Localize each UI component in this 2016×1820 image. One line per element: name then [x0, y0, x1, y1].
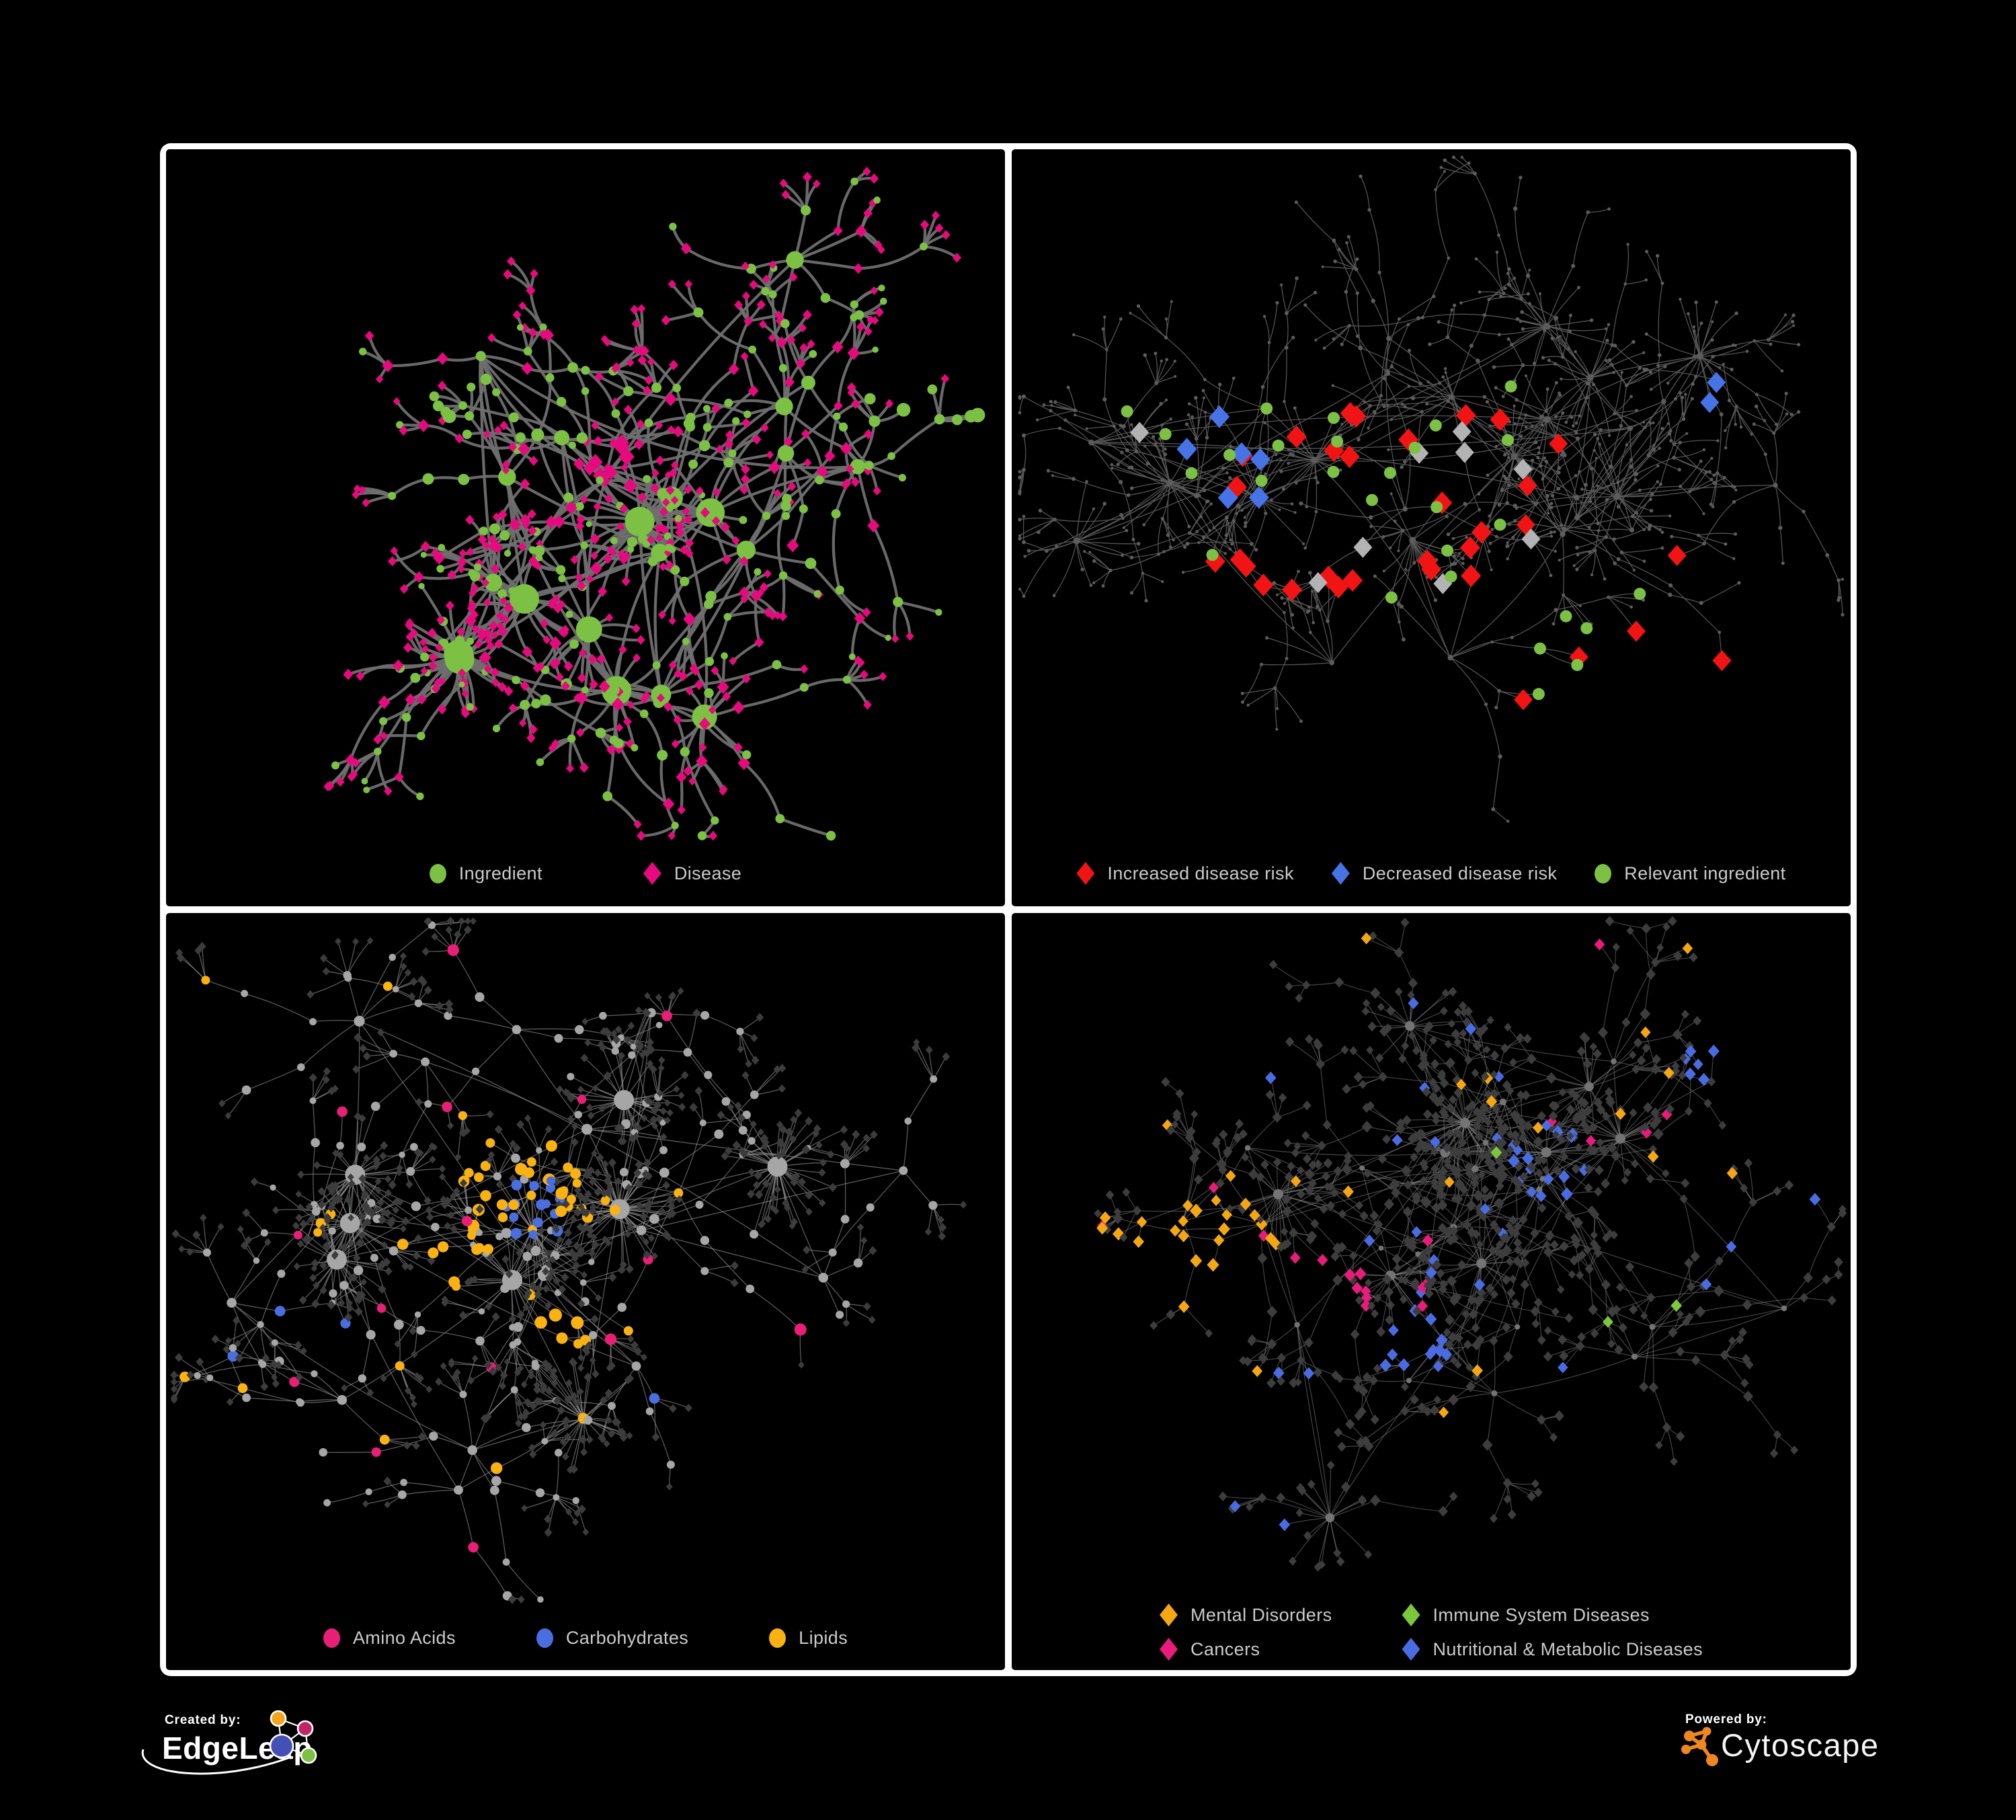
legend-label-increased-risk: Increased disease risk: [1107, 863, 1294, 883]
edgeleap-logo: Created by: EdgeLeap: [141, 1710, 317, 1775]
increased-risk-node-icon: [1076, 862, 1095, 885]
legend-item-decreased-risk: Decreased disease risk: [1331, 862, 1558, 885]
legend-label-lipids: Lipids: [799, 1628, 848, 1648]
panel-macronutrients: Amino Acids Carbohydrates Lipids: [166, 913, 1005, 1670]
legend-macronutrients: Amino Acids Carbohydrates Lipids: [166, 1628, 1005, 1649]
cytoscape-glyph-node: [1706, 1754, 1718, 1766]
cytoscape-glyph-node: [1684, 1731, 1695, 1741]
legend-label-mental-disorders: Mental Disorders: [1191, 1604, 1332, 1625]
legend-disease-classes: Mental Disorders Immune System Diseases …: [1012, 1604, 1851, 1661]
cytoscape-glyph-node: [1681, 1745, 1691, 1754]
network-graph-macronutrients: [170, 916, 967, 1604]
legend-label-nutritional-metabolic: Nutritional & Metabolic Diseases: [1433, 1638, 1703, 1659]
network-graph-ingredient-disease: [323, 167, 985, 841]
decreased-risk-node-icon: [1331, 862, 1350, 885]
mental-disorders-node-icon: [1160, 1604, 1178, 1626]
edgeleap-glyph-edges: [277, 1717, 310, 1757]
ingredient-node-icon: [429, 863, 446, 883]
edgeleap-node-magenta: [296, 1720, 314, 1737]
network-graph-disease-risk: [1018, 155, 1845, 823]
legend-item-carbohydrates: Carbohydrates: [536, 1628, 688, 1649]
panel-ingredient-disease: Ingredient Disease: [166, 149, 1005, 906]
legend-item-ingredient: Ingredient: [429, 863, 542, 884]
edgeleap-node-orange: [270, 1710, 287, 1727]
cytoscape-glyph-edges: [1685, 1729, 1714, 1762]
panel-grid: Ingredient Disease Increased disease ris…: [160, 143, 1857, 1676]
network-graph-disease-classes: [1094, 916, 1847, 1572]
cytoscape-logo: Powered by: Cytoscape: [1681, 1712, 1880, 1766]
created-by-label: Created by:: [165, 1713, 241, 1727]
nutritional-metabolic-node-icon: [1402, 1638, 1420, 1661]
edgeleap-swoosh: [141, 1749, 290, 1775]
edgeleap-credit: Created by: EdgeLeap: [136, 1706, 358, 1794]
panel-disease-risk: Increased disease risk Decreased disease…: [1012, 149, 1851, 906]
legend-item-nutritional-metabolic: Nutritional & Metabolic Diseases: [1402, 1638, 1703, 1661]
legend-ingredient-disease: Ingredient Disease: [166, 862, 1005, 885]
panel-disease-classes: Mental Disorders Immune System Diseases …: [1012, 913, 1851, 1670]
legend-item-cancers: Cancers: [1160, 1638, 1332, 1661]
legend-label-ingredient: Ingredient: [458, 863, 542, 883]
legend-label-amino-acids: Amino Acids: [352, 1628, 456, 1648]
cytoscape-credit: Powered by: Cytoscape: [1678, 1706, 1880, 1780]
edgeleap-node-green: [300, 1747, 317, 1764]
cytoscape-glyph: [1681, 1727, 1718, 1766]
legend-label-carbohydrates: Carbohydrates: [565, 1628, 689, 1648]
legend-label-disease: Disease: [674, 863, 742, 883]
legend-item-lipids: Lipids: [769, 1628, 848, 1649]
carbohydrates-node-icon: [536, 1628, 553, 1648]
legend-disease-risk: Increased disease risk Decreased disease…: [1012, 862, 1851, 885]
lipids-node-icon: [769, 1628, 787, 1648]
amino-acids-node-icon: [323, 1628, 340, 1648]
cytoscape-brand: Cytoscape: [1721, 1727, 1880, 1763]
legend-item-mental-disorders: Mental Disorders: [1160, 1604, 1332, 1626]
immune-diseases-node-icon: [1402, 1604, 1420, 1626]
legend-item-relevant-ingredient: Relevant ingredient: [1595, 863, 1785, 884]
legend-item-disease: Disease: [643, 862, 741, 885]
edgeleap-glyph: [269, 1710, 317, 1764]
legend-item-increased-risk: Increased disease risk: [1076, 862, 1293, 885]
disease-node-icon: [643, 862, 661, 885]
edgeleap-node-blue: [269, 1733, 294, 1759]
powered-by-label: Powered by:: [1685, 1712, 1767, 1727]
legend-item-amino-acids: Amino Acids: [323, 1628, 456, 1649]
legend-label-relevant-ingredient: Relevant ingredient: [1624, 863, 1786, 883]
cancers-node-icon: [1160, 1638, 1178, 1661]
legend-label-immune-diseases: Immune System Diseases: [1433, 1604, 1650, 1625]
legend-label-decreased-risk: Decreased disease risk: [1362, 863, 1558, 883]
cytoscape-glyph-node: [1702, 1727, 1711, 1736]
legend-label-cancers: Cancers: [1191, 1638, 1260, 1659]
legend-item-immune-diseases: Immune System Diseases: [1402, 1604, 1703, 1626]
cytoscape-glyph-node: [1696, 1739, 1707, 1750]
relevant-ingredient-node-icon: [1595, 863, 1612, 883]
